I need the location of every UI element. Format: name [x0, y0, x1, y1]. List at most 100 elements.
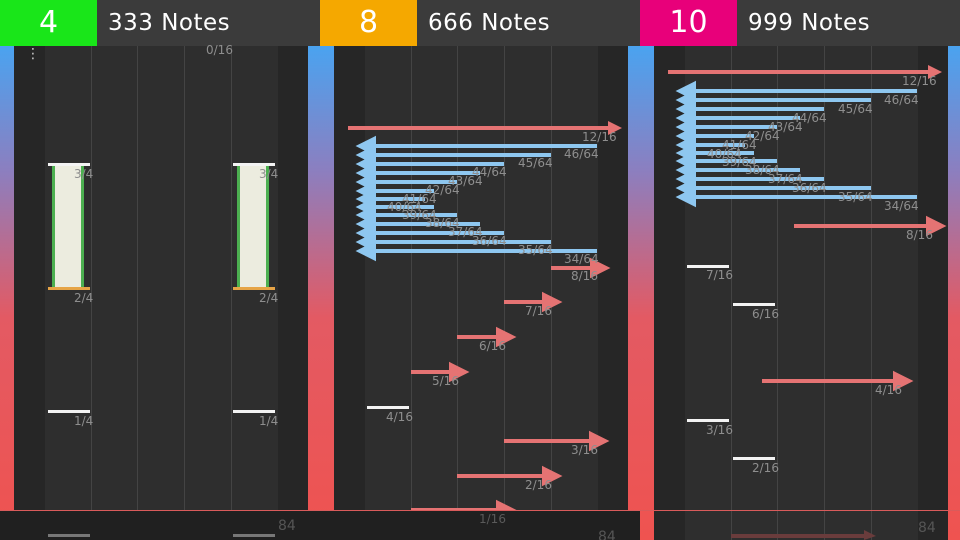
judgement-bar-left — [640, 46, 654, 540]
lane-divider — [551, 46, 552, 540]
beat-label: 1/4 — [74, 414, 94, 428]
beat-label: 39/64 — [402, 208, 437, 222]
beat-label: 46/64 — [564, 147, 599, 161]
lane-divider — [137, 46, 138, 540]
beat-label: 6/16 — [479, 339, 506, 353]
level-badge: 4 — [0, 0, 97, 46]
beat-label: 35/64 — [838, 190, 873, 204]
flick-right-arrowhead — [928, 65, 942, 79]
judgement-line — [640, 510, 960, 511]
beat-label: 12/16 — [902, 74, 937, 88]
hold-head — [48, 163, 90, 166]
measure-number: 84 — [918, 520, 936, 536]
chart-panel-level-4: 4 333 Notes ⋮ 0/16 3/4 3/4 2/4 2/4 1/4 1… — [0, 0, 320, 540]
measure-number: 84 — [278, 518, 296, 534]
chart-panel-level-8: 8 666 Notes — [320, 0, 640, 540]
beat-label: 7/16 — [525, 304, 552, 318]
beat-label: 34/64 — [884, 199, 919, 213]
judgement-bar-right — [308, 46, 320, 540]
beat-label: 40/64 — [707, 147, 742, 161]
lane-divider — [91, 46, 92, 540]
beat-label: 37/64 — [448, 225, 483, 239]
beat-label: 1/16 — [479, 512, 506, 526]
lane-divider — [777, 46, 778, 540]
judgement-line — [320, 510, 640, 511]
beat-label: 4/16 — [875, 383, 902, 397]
flick-right-arrowhead — [608, 121, 622, 135]
beat-label: 2/16 — [752, 461, 779, 475]
tap-note — [233, 410, 275, 413]
beat-label: 2/16 — [525, 478, 552, 492]
tap-note — [733, 303, 775, 306]
panel-header: 8 666 Notes — [320, 0, 640, 46]
flick-right-group — [762, 215, 947, 392]
lane-divider — [824, 46, 825, 540]
level-badge: 8 — [320, 0, 417, 46]
beat-label: 44/64 — [472, 165, 507, 179]
beat-label: 38/64 — [425, 216, 460, 230]
flick-left-group — [355, 135, 597, 262]
panel-header: 4 333 Notes — [0, 0, 320, 46]
beat-label: 1/4 — [259, 414, 279, 428]
flick-notes-layer — [348, 121, 622, 521]
tap-note — [687, 265, 729, 268]
lane-divider — [184, 46, 185, 540]
tap-note — [687, 419, 729, 422]
hold-note — [237, 164, 269, 288]
judgement-bar-left — [0, 46, 14, 540]
beat-label: 42/64 — [425, 183, 460, 197]
beat-label: 38/64 — [745, 163, 780, 177]
note-count: 666 Notes — [428, 10, 551, 36]
flick-right-arrowhead — [864, 530, 876, 540]
chart-panel-level-10: 10 999 Notes 12/16 46/64 45/64 4 — [640, 0, 960, 540]
beat-label: 8/16 — [571, 269, 598, 283]
hold-tail — [233, 287, 275, 290]
lane-divider — [871, 46, 872, 540]
measure-number: 84 — [598, 529, 616, 540]
beat-label: 4/16 — [386, 410, 413, 424]
beat-label: 3/16 — [571, 443, 598, 457]
judgement-line — [0, 510, 320, 511]
bottom-zone — [320, 511, 640, 540]
lane-divider — [411, 46, 412, 540]
beat-label: 2/4 — [259, 291, 279, 305]
beat-label: 3/16 — [706, 423, 733, 437]
lane-divider — [504, 46, 505, 540]
beat-label: 8/16 — [906, 228, 933, 242]
beat-label: 41/64 — [402, 192, 437, 206]
beat-label: 42/64 — [745, 129, 780, 143]
lane-divider — [457, 46, 458, 540]
judgement-bar-right — [628, 46, 640, 540]
panel-header: 10 999 Notes — [640, 0, 960, 46]
judgement-bar-right — [948, 46, 960, 540]
judgement-bar-left — [320, 46, 334, 540]
tap-note — [48, 534, 90, 537]
note-count: 333 Notes — [108, 10, 231, 36]
note-count: 999 Notes — [748, 10, 871, 36]
hold-note — [52, 164, 84, 288]
beat-label: 40/64 — [387, 200, 422, 214]
beat-label: 36/64 — [792, 181, 827, 195]
beat-label: 43/64 — [768, 120, 803, 134]
beat-label: 46/64 — [884, 93, 919, 107]
hold-tail — [48, 287, 90, 290]
beat-label: 43/64 — [448, 174, 483, 188]
tap-note — [733, 457, 775, 460]
beat-label: 12/16 — [582, 130, 617, 144]
tap-note — [233, 534, 275, 537]
beat-label: 7/16 — [706, 268, 733, 282]
beat-label: 37/64 — [768, 172, 803, 186]
beat-label: 36/64 — [472, 234, 507, 248]
menu-icon[interactable]: ⋮ — [26, 46, 40, 62]
flick-notes-layer — [668, 65, 947, 540]
beat-label: 5/16 — [432, 374, 459, 388]
beat-label: 2/4 — [74, 291, 94, 305]
tap-note — [48, 410, 90, 413]
beat-label: 34/64 — [564, 252, 599, 266]
beat-label: 3/4 — [74, 167, 94, 181]
hold-head — [233, 163, 275, 166]
bottom-zone — [640, 511, 960, 540]
flick-right-group — [411, 257, 611, 521]
beat-label: 39/64 — [722, 155, 757, 169]
lane-divider — [731, 46, 732, 540]
